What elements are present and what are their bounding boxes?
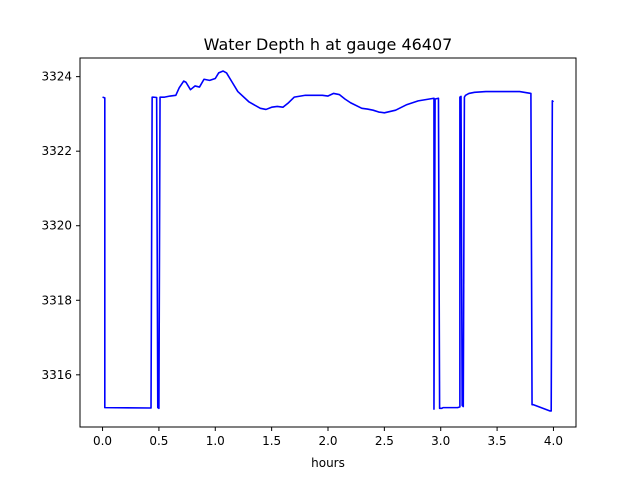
x-tick-label: 1.0 [206,434,225,448]
y-tick-label: 3318 [41,293,72,307]
y-tick-label: 3322 [41,144,72,158]
x-tick-label: 3.0 [431,434,450,448]
x-tick-label: 2.0 [318,434,337,448]
x-tick-label: 1.5 [262,434,281,448]
chart-title: Water Depth h at gauge 46407 [204,35,453,54]
x-tick-label: 4.0 [544,434,563,448]
plot-area [102,70,555,412]
x-axis: 0.0 0.5 1.0 1.5 2.0 2.5 3.0 3.5 4.0 [93,427,563,448]
x-tick-label: 0.0 [93,434,112,448]
x-axis-label: hours [311,456,345,470]
x-tick-label: 0.5 [149,434,168,448]
y-tick-label: 3324 [41,70,72,84]
y-tick-label: 3320 [41,219,72,233]
y-axis: 3316 3318 3320 3322 3324 [41,70,80,382]
y-tick-label: 3316 [41,368,72,382]
x-tick-label: 2.5 [375,434,394,448]
series-line-0 [102,70,555,412]
x-tick-label: 3.5 [488,434,507,448]
